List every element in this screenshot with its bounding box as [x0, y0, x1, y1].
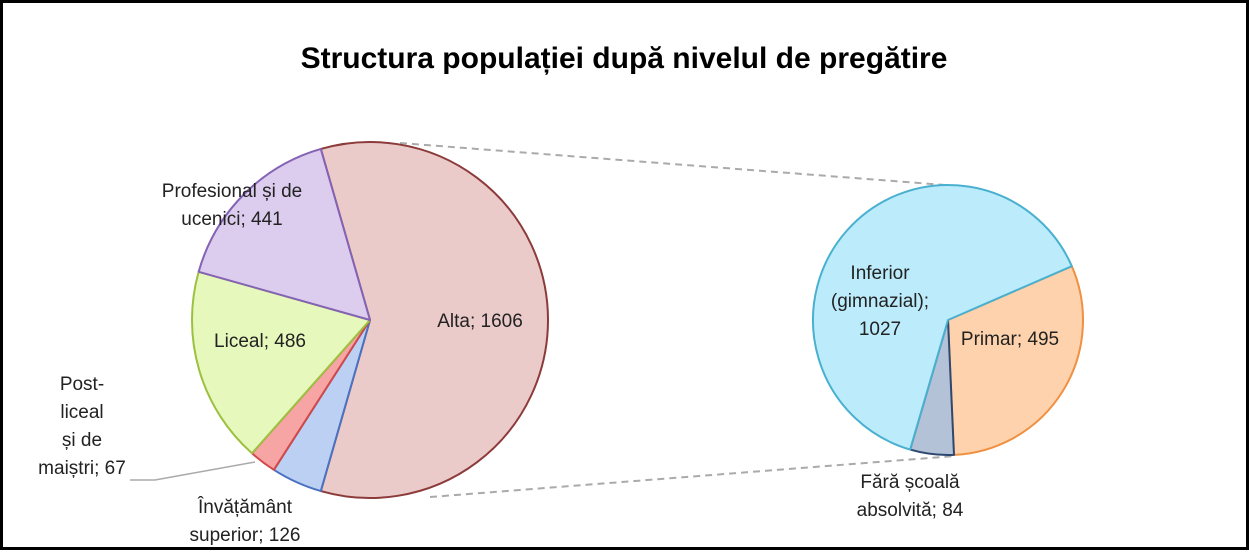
- data-label: Inferior: [850, 263, 910, 284]
- data-label: liceal: [60, 402, 103, 423]
- pie-slice: [947, 265, 1084, 456]
- pie-slice: [319, 141, 549, 499]
- pie-slice: [812, 184, 1073, 451]
- data-label: (gimnazial);: [831, 291, 929, 312]
- data-label: și de: [62, 430, 102, 451]
- data-label: absolvită; 84: [857, 500, 964, 521]
- data-label: Liceal; 486: [214, 331, 306, 352]
- data-label: ucenici; 441: [181, 209, 282, 230]
- pie-slice: [197, 147, 371, 321]
- data-label: Alta; 1606: [437, 311, 523, 332]
- connector-line: [429, 455, 956, 498]
- leader-line: [130, 461, 256, 481]
- data-label: Profesional și de: [162, 181, 302, 202]
- data-label: Primar; 495: [961, 329, 1059, 350]
- data-label: Post-: [60, 374, 104, 395]
- data-label: 1027: [859, 319, 901, 340]
- data-label: superior; 126: [190, 525, 301, 546]
- pie-slice: [191, 270, 371, 455]
- data-label: Fără școală: [860, 472, 960, 493]
- chart-title: Structura populației după nivelul de pre…: [301, 42, 948, 75]
- data-label: Învățământ: [197, 496, 293, 518]
- data-label: maiștri; 67: [38, 458, 126, 479]
